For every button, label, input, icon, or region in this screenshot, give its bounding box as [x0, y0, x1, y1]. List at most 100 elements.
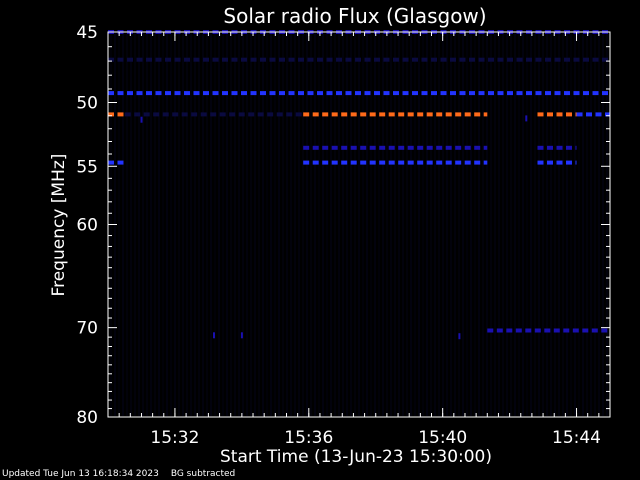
- band-segment: [355, 57, 361, 62]
- band-segment: [506, 328, 513, 333]
- background-note: BG subtracted: [170, 469, 236, 479]
- band-segment: [162, 112, 169, 117]
- band-segment: [464, 160, 471, 165]
- band-segment: [203, 57, 209, 62]
- band-segment: [575, 145, 577, 150]
- band-segment: [355, 91, 361, 96]
- band-segment: [326, 57, 333, 62]
- band-segment: [341, 112, 348, 117]
- band-segment: [317, 91, 323, 96]
- band-segment: [379, 112, 386, 117]
- band-segment: [257, 112, 264, 117]
- band-segment: [483, 145, 488, 150]
- band-segment: [369, 112, 376, 117]
- band-segment: [369, 145, 376, 150]
- band-segment: [307, 57, 314, 62]
- band-segment: [407, 145, 414, 150]
- band-segment: [459, 57, 466, 62]
- band-segment: [331, 112, 338, 117]
- band-segment: [322, 160, 329, 165]
- band-segment: [402, 57, 409, 62]
- band-segment: [564, 91, 570, 96]
- band-segment: [583, 57, 589, 62]
- band-segment: [440, 57, 447, 62]
- band-segment: [326, 91, 333, 96]
- band-50.9: [108, 112, 124, 117]
- band-segment: [222, 91, 228, 96]
- band-segment: [303, 160, 310, 165]
- band-segment: [426, 112, 433, 117]
- band-segment: [312, 160, 319, 165]
- band-segment: [155, 91, 162, 96]
- band-segment: [436, 112, 443, 117]
- band-segment: [108, 57, 114, 62]
- band-segment: [464, 112, 471, 117]
- band-segment: [388, 145, 395, 150]
- band-segment: [146, 91, 152, 96]
- band-segment: [507, 57, 513, 62]
- band-segment: [455, 112, 462, 117]
- band-segment: [108, 160, 114, 165]
- band-segment: [360, 145, 367, 150]
- band-segment: [592, 91, 599, 96]
- band-segment: [537, 145, 544, 150]
- band-segment: [279, 57, 285, 62]
- band-segment: [350, 160, 357, 165]
- band-segment: [547, 145, 553, 150]
- band-segment: [556, 112, 563, 117]
- band-segment: [279, 91, 285, 96]
- band-segment: [303, 145, 310, 150]
- band-segment: [455, 145, 462, 150]
- band-segment: [108, 91, 114, 96]
- band-segment: [350, 145, 357, 150]
- y-tick-label: 80: [76, 408, 98, 428]
- band-segment: [407, 160, 414, 165]
- band-segment: [537, 160, 544, 165]
- signal-spot: [240, 332, 243, 339]
- band-segment: [407, 112, 414, 117]
- band-segment: [146, 57, 152, 62]
- band-segment: [136, 57, 143, 62]
- band-segment: [464, 145, 471, 150]
- band-segment: [516, 91, 523, 96]
- y-tick-label: 50: [76, 94, 98, 114]
- band-segment: [459, 91, 466, 96]
- y-tick-label: 55: [76, 157, 98, 177]
- band-50.9: [124, 112, 302, 117]
- band-segment: [431, 91, 437, 96]
- y-tick-label: 70: [76, 319, 98, 339]
- band-segment: [478, 91, 485, 96]
- band-segment: [535, 91, 542, 96]
- band-segment: [383, 91, 390, 96]
- band-segment: [317, 57, 323, 62]
- band-segment: [108, 112, 114, 117]
- band-segment: [345, 57, 352, 62]
- band-segment: [534, 328, 541, 333]
- band-54.7: [537, 160, 577, 165]
- band-segment: [544, 328, 551, 333]
- spectrogram-data: [108, 30, 610, 416]
- band-segment: [286, 112, 293, 117]
- band-segment: [478, 57, 485, 62]
- band-segment: [229, 112, 236, 117]
- band-segment: [341, 160, 348, 165]
- band-segment: [360, 160, 367, 165]
- band-segment: [345, 91, 352, 96]
- band-segment: [573, 91, 580, 96]
- band-segment: [364, 91, 371, 96]
- band-segment: [369, 160, 376, 165]
- band-segment: [601, 328, 608, 333]
- band-segment: [191, 112, 198, 117]
- signal-spot: [525, 115, 528, 122]
- signal-spot: [140, 116, 143, 123]
- footer: Updated Tue Jun 13 16:18:34 2023 BG subtr…: [2, 469, 247, 479]
- band-segment: [174, 57, 181, 62]
- band-segment: [592, 57, 599, 62]
- band-segment: [267, 112, 274, 117]
- band-segment: [295, 112, 302, 117]
- band-segment: [388, 160, 395, 165]
- band-segment: [431, 57, 437, 62]
- band-segment: [117, 112, 124, 117]
- band-segment: [231, 91, 238, 96]
